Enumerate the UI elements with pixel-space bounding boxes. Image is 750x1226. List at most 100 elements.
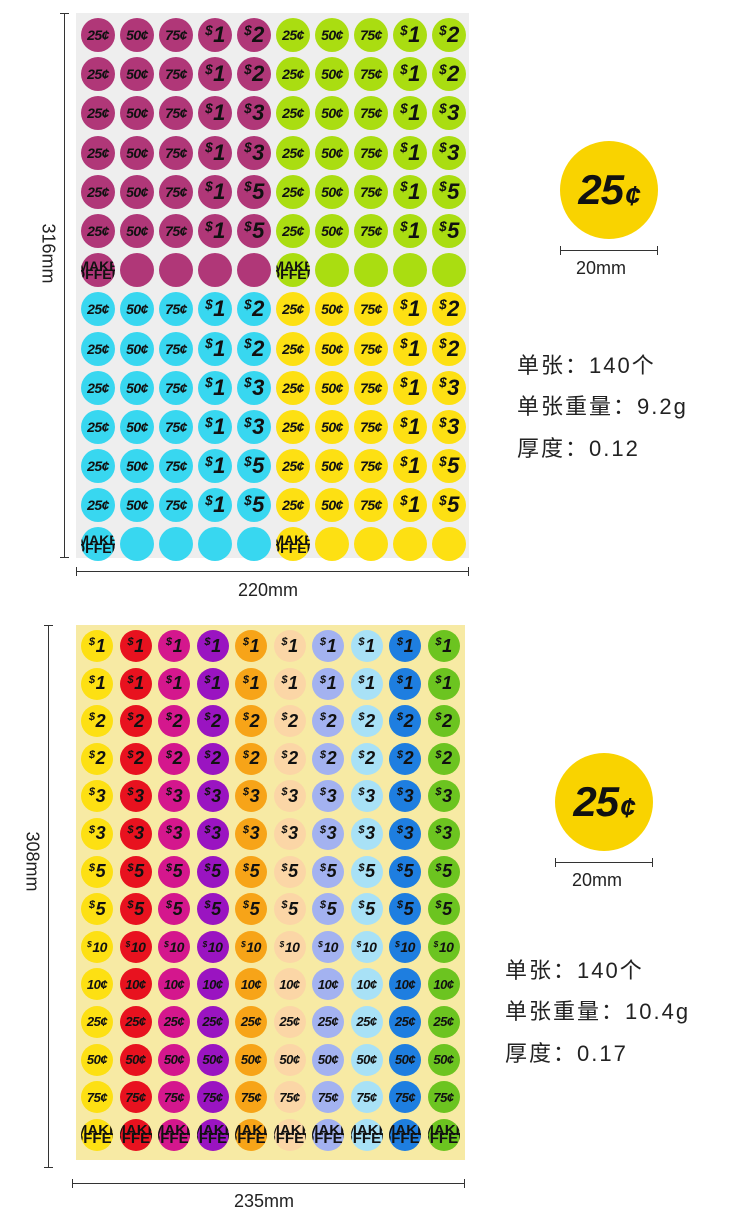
price-sticker: 25¢ <box>276 135 310 170</box>
sticker-sheet-2: $1 $1 $1 $1 $1 $1 $1 $1 $1 $1 $1 $1 $1 $1 $1 $1 $1 $1 $1 $1… <box>76 625 465 1160</box>
price-sticker: 25¢ <box>276 449 310 484</box>
price-sticker: 75¢ <box>158 1081 190 1114</box>
price-sticker: $1 <box>389 630 421 662</box>
price-sticker: $5 <box>350 893 383 926</box>
price-sticker: 25¢ <box>81 1005 113 1038</box>
price-sticker <box>198 253 232 288</box>
spec-thickness-1: 厚度：0.12 <box>517 436 640 461</box>
price-sticker <box>315 253 349 288</box>
price-sticker: MAKEOFFER <box>389 1118 421 1151</box>
width-dimension-line-1 <box>76 567 469 576</box>
price-sticker: 75¢ <box>354 96 388 131</box>
price-sticker: 75¢ <box>354 449 388 484</box>
price-sticker: $1 <box>158 667 190 700</box>
price-sticker: 50¢ <box>315 488 349 523</box>
price-sticker: $3 <box>427 817 460 850</box>
price-sticker: $5 <box>235 855 267 888</box>
price-sticker: 25¢ <box>81 331 115 366</box>
price-sticker: 25¢ <box>81 213 115 248</box>
height-dimension-line-2 <box>44 625 53 1168</box>
price-sticker: 25¢ <box>389 1005 421 1038</box>
price-sticker <box>393 527 427 562</box>
price-sticker <box>237 253 271 288</box>
price-sticker: 25¢ <box>81 18 115 52</box>
price-sticker: 75¢ <box>389 1081 421 1114</box>
price-sticker: MAKEOFFER <box>196 1118 229 1151</box>
price-sticker: $10 <box>427 930 460 963</box>
price-sticker: 10¢ <box>196 968 229 1001</box>
price-sticker: $2 <box>235 742 267 775</box>
price-sticker: 75¢ <box>312 1081 344 1114</box>
price-sticker: $10 <box>196 930 229 963</box>
sample-sticker-2: 25 ¢ <box>555 753 653 851</box>
price-sticker: $3 <box>273 817 306 850</box>
price-sticker: $1 <box>393 174 427 209</box>
price-sticker: $3 <box>237 370 271 405</box>
price-sticker: 75¢ <box>159 449 193 484</box>
price-sticker: 25¢ <box>350 1005 383 1038</box>
sample-unit-2: ¢ <box>620 792 636 823</box>
price-sticker <box>354 527 388 562</box>
price-sticker <box>159 253 193 288</box>
price-sticker: $2 <box>350 742 383 775</box>
price-sticker: $5 <box>237 449 271 484</box>
price-sticker: 25¢ <box>276 18 310 52</box>
price-sticker: $1 <box>81 630 113 662</box>
price-sticker: 25¢ <box>276 409 310 444</box>
price-sticker: 25¢ <box>81 449 115 484</box>
price-sticker: $3 <box>158 780 190 813</box>
height-label-2: 308mm <box>22 831 43 892</box>
price-sticker: 50¢ <box>315 292 349 327</box>
price-sticker: 75¢ <box>159 174 193 209</box>
price-sticker: $1 <box>393 331 427 366</box>
price-sticker: 75¢ <box>354 370 388 405</box>
price-sticker: 75¢ <box>354 213 388 248</box>
price-sticker: $10 <box>119 930 152 963</box>
price-sticker: $2 <box>196 742 229 775</box>
price-sticker: 75¢ <box>159 213 193 248</box>
price-sticker: $5 <box>237 213 271 248</box>
price-sticker: 25¢ <box>119 1005 152 1038</box>
price-sticker: $3 <box>235 817 267 850</box>
price-sticker: $1 <box>198 488 232 523</box>
price-sticker: $3 <box>196 817 229 850</box>
price-sticker: 25¢ <box>276 96 310 131</box>
price-sticker: $1 <box>198 292 232 327</box>
price-sticker: $5 <box>158 893 190 926</box>
price-sticker: $1 <box>393 409 427 444</box>
price-sticker: 50¢ <box>120 292 154 327</box>
price-sticker: $5 <box>81 855 113 888</box>
sample-sticker-1: 25 ¢ <box>560 141 658 239</box>
price-sticker: $2 <box>196 705 229 738</box>
price-sticker: $5 <box>119 893 152 926</box>
price-sticker: $5 <box>273 893 306 926</box>
spec-count-1: 单张：140个 <box>517 353 656 378</box>
price-sticker: 75¢ <box>119 1081 152 1114</box>
price-sticker: $2 <box>235 705 267 738</box>
price-sticker: 75¢ <box>354 409 388 444</box>
price-sticker: 25¢ <box>81 174 115 209</box>
price-sticker: $3 <box>119 780 152 813</box>
price-sticker: $2 <box>237 18 271 52</box>
price-sticker: MAKEOFFER <box>350 1118 383 1151</box>
price-sticker: 50¢ <box>315 213 349 248</box>
price-sticker: $3 <box>432 96 466 131</box>
sample-size-label-1: 20mm <box>576 258 627 278</box>
price-sticker <box>237 527 271 562</box>
price-sticker: $1 <box>196 630 229 662</box>
price-sticker: 75¢ <box>273 1081 306 1114</box>
price-sticker <box>354 253 388 288</box>
price-sticker: 50¢ <box>389 1043 421 1076</box>
price-sticker: 25¢ <box>81 57 115 92</box>
price-sticker: 50¢ <box>315 18 349 52</box>
price-sticker: $1 <box>119 667 152 700</box>
price-sticker: 75¢ <box>159 331 193 366</box>
price-sticker: $2 <box>427 742 460 775</box>
price-sticker: 50¢ <box>120 18 154 52</box>
price-sticker: MAKEOFFER <box>427 1118 460 1151</box>
height-label-1: 316mm <box>38 223 59 284</box>
price-sticker: $2 <box>432 18 466 52</box>
price-sticker: $3 <box>432 370 466 405</box>
price-sticker: $3 <box>389 780 421 813</box>
price-sticker: 10¢ <box>235 968 267 1001</box>
